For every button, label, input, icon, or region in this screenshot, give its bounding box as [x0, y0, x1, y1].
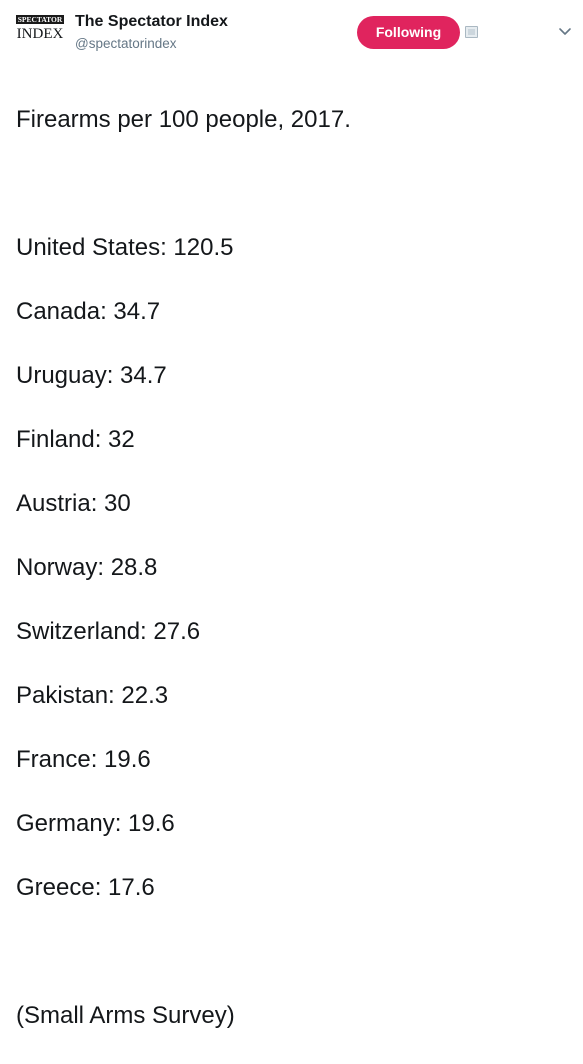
list-item: Norway: 28.8: [16, 554, 158, 581]
list-item: United States: 120.5: [16, 234, 234, 261]
tweet-source: (Small Arms Survey): [16, 1002, 235, 1029]
avatar-top-word: SPECTATOR: [16, 15, 64, 24]
list-item: Germany: 19.6: [16, 810, 175, 837]
chevron-down-icon[interactable]: [558, 27, 572, 37]
avatar-bottom-word: INDEX: [16, 26, 64, 42]
tweet-text: Firearms per 100 people, 2017. United St…: [16, 72, 571, 1064]
avatar[interactable]: SPECTATOR INDEX: [16, 14, 64, 50]
list-item: Austria: 30: [16, 490, 131, 517]
blank-line: [16, 936, 571, 968]
list-item: Finland: 32: [16, 426, 135, 453]
account-handle[interactable]: @spectatorindex: [75, 36, 177, 51]
tweet-header: SPECTATOR INDEX The Spectator Index @spe…: [0, 0, 583, 64]
list-item: Canada: 34.7: [16, 298, 161, 325]
account-name[interactable]: The Spectator Index: [75, 13, 228, 30]
list-item: France: 19.6: [16, 746, 151, 773]
notification-toggle-icon[interactable]: [465, 26, 478, 38]
blank-line: [16, 168, 571, 200]
list-item: Switzerland: 27.6: [16, 618, 201, 645]
notification-toggle-inner: [468, 29, 475, 35]
following-button[interactable]: Following: [357, 16, 460, 49]
list-item: Pakistan: 22.3: [16, 682, 169, 709]
tweet-title: Firearms per 100 people, 2017.: [16, 106, 351, 133]
list-item: Greece: 17.6: [16, 874, 155, 901]
list-item: Uruguay: 34.7: [16, 362, 167, 389]
